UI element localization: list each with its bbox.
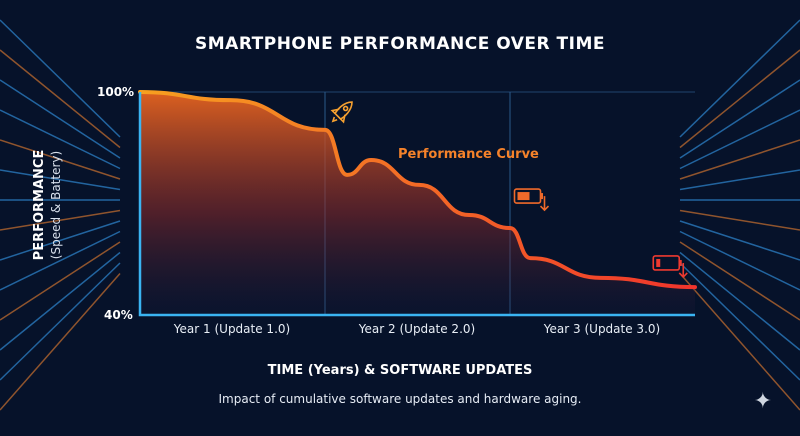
light-ray: [679, 19, 800, 138]
battery-tip: [540, 193, 543, 200]
light-ray: [679, 49, 800, 149]
rocket-window: [342, 105, 349, 112]
light-ray: [0, 220, 121, 261]
axes: [138, 92, 695, 317]
light-ray: [0, 19, 121, 138]
y-axis-label: PERFORMANCE (Speed & Battery): [32, 150, 64, 261]
battery-tip: [679, 259, 682, 266]
light-ray: [679, 230, 800, 291]
chart-title: SMARTPHONE PERFORMANCE OVER TIME: [195, 34, 605, 54]
performance-area: [140, 92, 695, 315]
battery-level: [517, 192, 530, 201]
battery-empty-arrow-icon: [652, 255, 688, 279]
light-ray: [679, 273, 800, 411]
x-tick-label: Year 1 (Update 1.0): [173, 322, 291, 336]
rocket-fins: [330, 108, 346, 124]
y-axis-title: PERFORMANCE: [32, 149, 47, 261]
y-axis-subtitle: (Speed & Battery): [49, 150, 63, 260]
light-ray: [0, 169, 121, 191]
rocket-icon: [330, 101, 353, 124]
light-ray: [679, 241, 800, 321]
down-arrow: [539, 196, 550, 212]
light-ray: [679, 262, 800, 381]
battery-low-arrow-icon: [513, 188, 550, 212]
y-tick-label: 40%: [104, 308, 133, 322]
sparkle-icon: ✦: [753, 389, 772, 414]
light-ray: [679, 251, 800, 351]
battery-level: [656, 258, 661, 267]
light-ray: [0, 79, 121, 159]
light-ray: [679, 139, 800, 180]
x-tick-label: Year 2 (Update 2.0): [358, 322, 476, 336]
performance-line: [138, 90, 697, 290]
chart-subtitle: Impact of cumulative software updates an…: [218, 392, 582, 406]
light-ray: [679, 209, 800, 231]
light-ray: [0, 262, 121, 381]
light-ray: [0, 251, 121, 351]
light-ray: [0, 49, 121, 149]
light-ray: [679, 169, 800, 191]
light-ray: [679, 109, 800, 170]
x-tick-label: Year 3 (Update 3.0): [543, 322, 661, 336]
light-ray: [0, 109, 121, 170]
light-ray: [679, 220, 800, 261]
light-ray: [0, 241, 121, 321]
rocket-body: [334, 101, 353, 121]
down-arrow: [678, 262, 688, 279]
light-ray: [0, 273, 121, 411]
series-label: Performance Curve: [398, 147, 539, 162]
light-ray: [0, 139, 121, 180]
light-ray: [0, 209, 121, 231]
y-tick-label: 100%: [97, 85, 135, 99]
x-axis-label: TIME (Years) & SOFTWARE UPDATES: [267, 363, 533, 378]
light-ray: [679, 79, 800, 159]
light-ray: [0, 230, 121, 291]
